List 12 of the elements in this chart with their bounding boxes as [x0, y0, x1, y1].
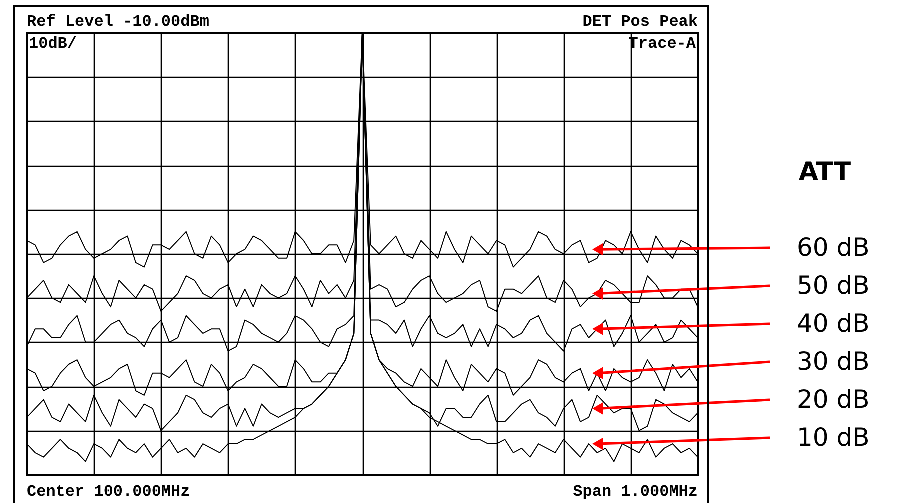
text: Center 100.000MHz: [27, 483, 190, 501]
text: DET Pos Peak: [582, 13, 698, 31]
text: 40 dB: [797, 309, 870, 338]
text: 20 dB: [797, 385, 870, 414]
text: 50 dB: [797, 271, 870, 300]
annotation: 10dB/: [29, 35, 78, 53]
text: 10 dB: [797, 423, 870, 452]
text: 60 dB: [797, 233, 870, 262]
text: 30 dB: [797, 347, 870, 376]
text: Ref Level -10.00dBm: [27, 13, 210, 31]
text: Span 1.000MHz: [573, 483, 698, 501]
legend-title: ATT: [798, 157, 852, 186]
